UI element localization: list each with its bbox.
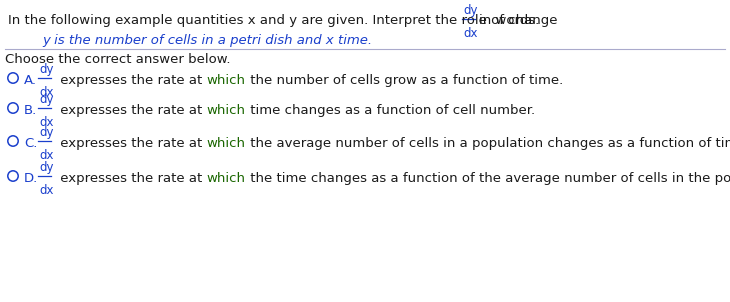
Text: dy: dy [463, 4, 477, 17]
Text: dx: dx [39, 184, 53, 197]
Text: time changes as a function of cell number.: time changes as a function of cell numbe… [245, 104, 534, 117]
Text: C.: C. [24, 137, 37, 150]
Text: expresses the rate at: expresses the rate at [56, 172, 207, 185]
Text: dx: dx [39, 149, 53, 162]
Text: Choose the correct answer below.: Choose the correct answer below. [5, 53, 231, 66]
Text: expresses the rate at: expresses the rate at [56, 104, 207, 117]
Text: which: which [207, 104, 245, 117]
Text: expresses the rate at: expresses the rate at [56, 74, 207, 87]
Text: the time changes as a function of the average number of cells in the population.: the time changes as a function of the av… [245, 172, 730, 185]
Text: In the following example quantities x and y are given. Interpret the role of cha: In the following example quantities x an… [8, 14, 558, 27]
Text: the average number of cells in a population changes as a function of time.: the average number of cells in a populat… [245, 137, 730, 150]
Text: which: which [207, 137, 245, 150]
Text: in words.: in words. [479, 14, 539, 27]
Text: dy: dy [39, 161, 53, 174]
Text: D.: D. [24, 172, 38, 185]
Text: expresses the rate at: expresses the rate at [56, 137, 207, 150]
Text: dx: dx [39, 116, 53, 129]
Text: y is the number of cells in a petri dish and x time.: y is the number of cells in a petri dish… [42, 34, 372, 47]
Text: A.: A. [24, 74, 37, 87]
Text: B.: B. [24, 104, 37, 117]
Text: dy: dy [39, 126, 53, 139]
Text: dx: dx [39, 86, 53, 99]
Text: the number of cells grow as a function of time.: the number of cells grow as a function o… [245, 74, 563, 87]
Text: which: which [207, 172, 245, 185]
Text: which: which [207, 74, 245, 87]
Text: dy: dy [39, 93, 53, 106]
Text: dx: dx [463, 27, 477, 40]
Text: dy: dy [39, 63, 53, 76]
